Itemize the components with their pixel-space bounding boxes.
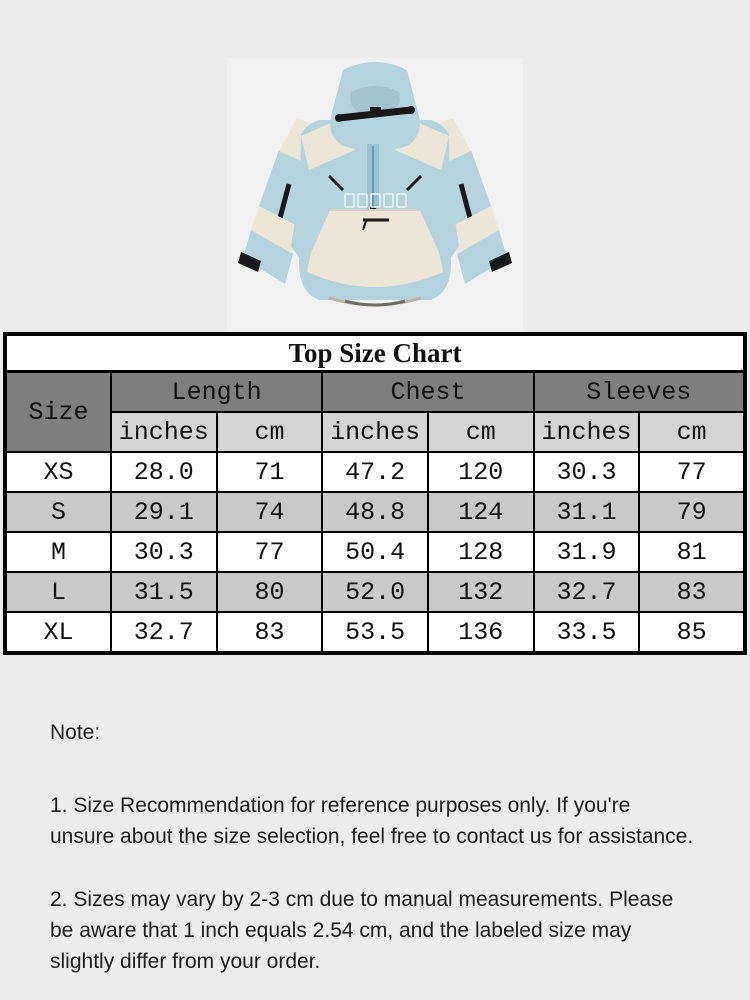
cell-value: 136 [426,611,535,654]
cell-value: 74 [215,491,324,533]
size-label: L [4,571,112,613]
notes-section: Note: 1. Size Recommendation for referen… [50,717,698,977]
cell-value: 47.2 [321,451,429,493]
note-item: 2. Sizes may vary by 2-3 cm due to manua… [50,888,674,973]
kangaroo-pocket [307,210,443,287]
cell-value: 31.1 [532,491,641,533]
col-group-sleeves: Sleeves [532,370,747,413]
cell-value: 53.5 [321,611,429,654]
cell-value: 128 [426,531,535,573]
cell-value: 28.0 [109,451,218,493]
size-chart-title: Top Size Chart [4,333,746,373]
cell-value: 132 [426,571,535,613]
jacket-hood [330,62,420,151]
cell-value: 48.8 [321,491,429,533]
cell-value: 50.4 [321,531,429,573]
sleeve-zipper-icon [277,183,292,219]
size-chart-table: Top Size Chart Size Length Chest Sleeves… [3,332,747,655]
size-column-header: Size [4,370,112,453]
chest-zipper-icon [405,174,423,192]
product-size-guide-page: Top Size Chart Size Length Chest Sleeves… [0,0,750,977]
cell-value: 120 [426,451,535,493]
cell-value: 85 [638,611,746,654]
chest-logo [344,193,407,208]
cell-value: 80 [215,571,324,613]
cell-value: 77 [638,451,746,493]
cell-value: 79 [638,491,746,533]
col-group-length: Length [109,370,324,413]
unit-header-chest-cm: cm [426,411,535,453]
table-row-l: L 31.5 80 52.0 132 32.7 83 [4,571,746,613]
jacket-illustration [227,58,523,330]
unit-header-sleeves-inches: inches [532,411,641,453]
unit-header-chest-inches: inches [321,411,429,453]
cell-value: 32.7 [109,611,218,654]
hem-shadow [344,299,406,307]
cell-value: 30.3 [109,531,218,573]
cell-value: 30.3 [532,451,641,493]
cell-value: 83 [638,571,746,613]
cell-value: 77 [215,531,324,573]
note-heading: Note: [50,721,101,744]
table-row-s: S 29.1 74 48.8 124 31.1 79 [4,491,746,533]
cell-value: 32.7 [532,571,641,613]
table-row-m: M 30.3 77 50.4 128 31.9 81 [4,531,746,573]
unit-header-sleeves-cm: cm [638,411,746,453]
cell-value: 83 [215,611,324,654]
cell-value: 31.9 [532,531,641,573]
cell-value: 31.5 [109,571,218,613]
size-label: S [4,491,112,533]
cell-value: 29.1 [109,491,218,533]
cuff-tab-icon [238,252,261,272]
table-row-xl: XL 32.7 83 53.5 136 33.5 85 [4,611,746,654]
cell-value: 52.0 [321,571,429,613]
chest-zipper-icon [327,174,345,192]
unit-header-length-inches: inches [109,411,218,453]
table-row-xs: XS 28.0 71 47.2 120 30.3 77 [4,451,746,493]
cell-value: 33.5 [532,611,641,654]
cell-value: 81 [638,531,746,573]
cell-value: 71 [215,451,324,493]
size-label: XL [4,611,112,654]
size-label: M [4,531,112,573]
unit-header-length-cm: cm [215,411,324,453]
col-group-chest: Chest [321,370,535,413]
jacket-right-side-panel [419,196,459,266]
size-label: XS [4,451,112,493]
note-item: 1. Size Recommendation for reference pur… [50,794,694,848]
product-photo [0,0,750,332]
cell-value: 124 [426,491,535,533]
jacket-left-side-panel [291,196,331,266]
